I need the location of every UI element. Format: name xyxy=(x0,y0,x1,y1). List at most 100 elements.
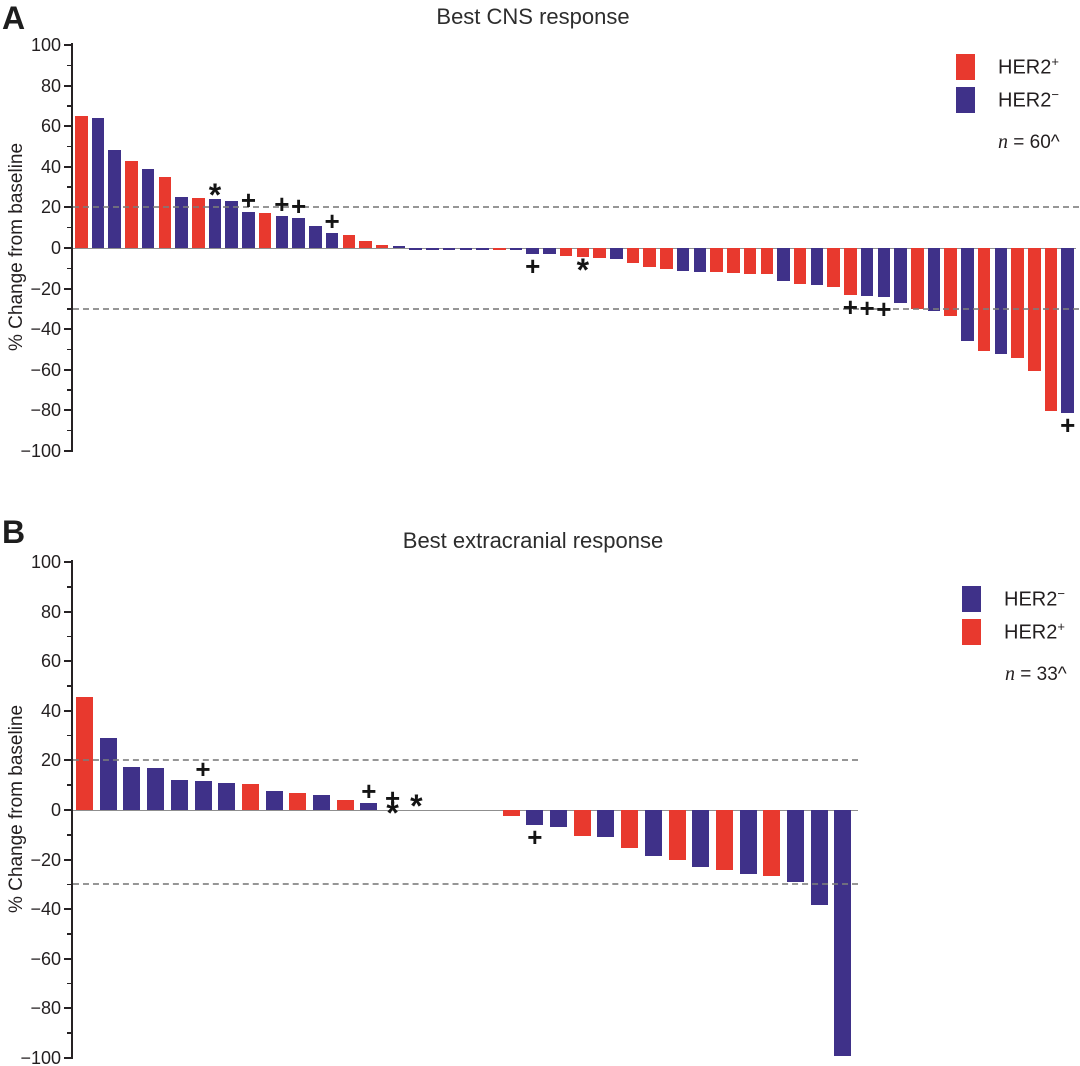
bar xyxy=(289,792,307,810)
y-tick-major xyxy=(64,44,73,46)
bar xyxy=(75,116,88,248)
y-tick-minor xyxy=(67,734,73,737)
legend-item-her2-negative: HER2− xyxy=(956,87,1060,113)
censored-plus-symbol: + xyxy=(876,293,892,324)
bar xyxy=(360,802,378,810)
censored-plus-symbol: + xyxy=(291,190,307,221)
y-tick-minor xyxy=(67,784,73,786)
y-tick-minor xyxy=(67,933,73,935)
bar xyxy=(208,199,222,248)
y-tick-minor xyxy=(67,186,73,188)
bar xyxy=(643,248,656,268)
legend-item-her2-negative: HER2− xyxy=(962,586,1067,612)
bar xyxy=(944,248,957,316)
censored-plus-symbol: + xyxy=(859,292,875,323)
bar xyxy=(727,248,740,274)
y-tick-minor xyxy=(67,635,73,638)
y-tick-minor xyxy=(67,308,73,310)
y-tick-minor xyxy=(67,586,73,588)
bar xyxy=(192,198,205,248)
asterisk-symbol: * xyxy=(410,788,423,824)
bar xyxy=(336,800,354,810)
bar xyxy=(509,248,523,251)
panel-a-sample-size: n = 60^ xyxy=(998,131,1060,153)
y-tick-minor xyxy=(67,834,73,836)
zero-baseline xyxy=(73,809,858,811)
bar xyxy=(442,248,456,250)
bar xyxy=(827,248,840,287)
y-tick-major xyxy=(64,908,73,911)
y-tick-major xyxy=(64,759,73,762)
y-tick-minor xyxy=(67,105,73,107)
panel-b-legend: HER2− HER2+ n = 33^ xyxy=(962,586,1067,686)
bar xyxy=(911,248,924,309)
y-tick-major xyxy=(64,610,73,613)
asterisk-symbol: * xyxy=(208,177,222,214)
bar xyxy=(626,248,640,264)
bar xyxy=(91,118,105,248)
her2-negative-label: HER2− xyxy=(998,87,1059,112)
y-tick-label: 20 xyxy=(40,750,61,771)
bar xyxy=(1044,248,1058,412)
bar xyxy=(834,810,852,1056)
bar xyxy=(550,810,567,828)
y-tick-major xyxy=(64,957,73,960)
y-tick-label: −80 xyxy=(30,998,61,1019)
y-axis xyxy=(71,560,73,1059)
bar xyxy=(242,212,255,248)
y-tick-major xyxy=(64,125,73,128)
bar xyxy=(927,248,941,311)
y-tick-label: −20 xyxy=(30,849,61,870)
y-tick-major xyxy=(64,858,73,861)
bar xyxy=(715,810,733,870)
bar xyxy=(597,810,615,838)
censored-plus-symbol: + xyxy=(1060,410,1076,441)
y-tick-label: −100 xyxy=(20,1048,61,1066)
bar xyxy=(158,176,172,248)
bar xyxy=(309,225,322,248)
y-tick-minor xyxy=(67,1032,73,1034)
bar xyxy=(977,248,991,351)
bar xyxy=(409,248,422,250)
censored-plus-symbol: + xyxy=(525,251,541,282)
panel-a-label: A xyxy=(2,0,26,36)
bar xyxy=(147,767,165,810)
bar xyxy=(265,791,283,810)
bar xyxy=(793,248,807,284)
bar xyxy=(860,248,874,296)
bar xyxy=(994,248,1008,354)
y-tick-label: 20 xyxy=(40,197,61,218)
bar xyxy=(175,197,188,248)
bar xyxy=(844,248,857,295)
censored-plus-symbol: + xyxy=(842,291,858,322)
y-tick-minor xyxy=(67,982,73,985)
bar xyxy=(621,810,639,849)
bar xyxy=(258,213,272,248)
bar xyxy=(342,234,356,248)
bar xyxy=(576,248,590,258)
y-tick-major xyxy=(64,1057,73,1059)
y-tick-major xyxy=(64,1007,73,1010)
bar xyxy=(99,738,117,810)
her2-positive-label: HER2+ xyxy=(1004,619,1065,644)
bar xyxy=(693,248,707,273)
bar xyxy=(668,810,686,860)
y-tick-major xyxy=(64,409,73,412)
legend-item-her2-positive: HER2+ xyxy=(956,54,1060,80)
asterisk-symbol: * xyxy=(576,252,590,289)
bar xyxy=(743,248,757,275)
panel-a-title: Best CNS response xyxy=(436,4,630,29)
bar xyxy=(710,248,723,273)
reference-line--30 xyxy=(73,307,1079,310)
bar xyxy=(476,248,489,250)
panel-b-title: Best extracranial response xyxy=(402,528,664,553)
bar xyxy=(559,248,573,257)
y-tick-major xyxy=(64,287,73,290)
y-tick-label: 80 xyxy=(40,75,61,96)
y-tick-major xyxy=(64,84,73,87)
